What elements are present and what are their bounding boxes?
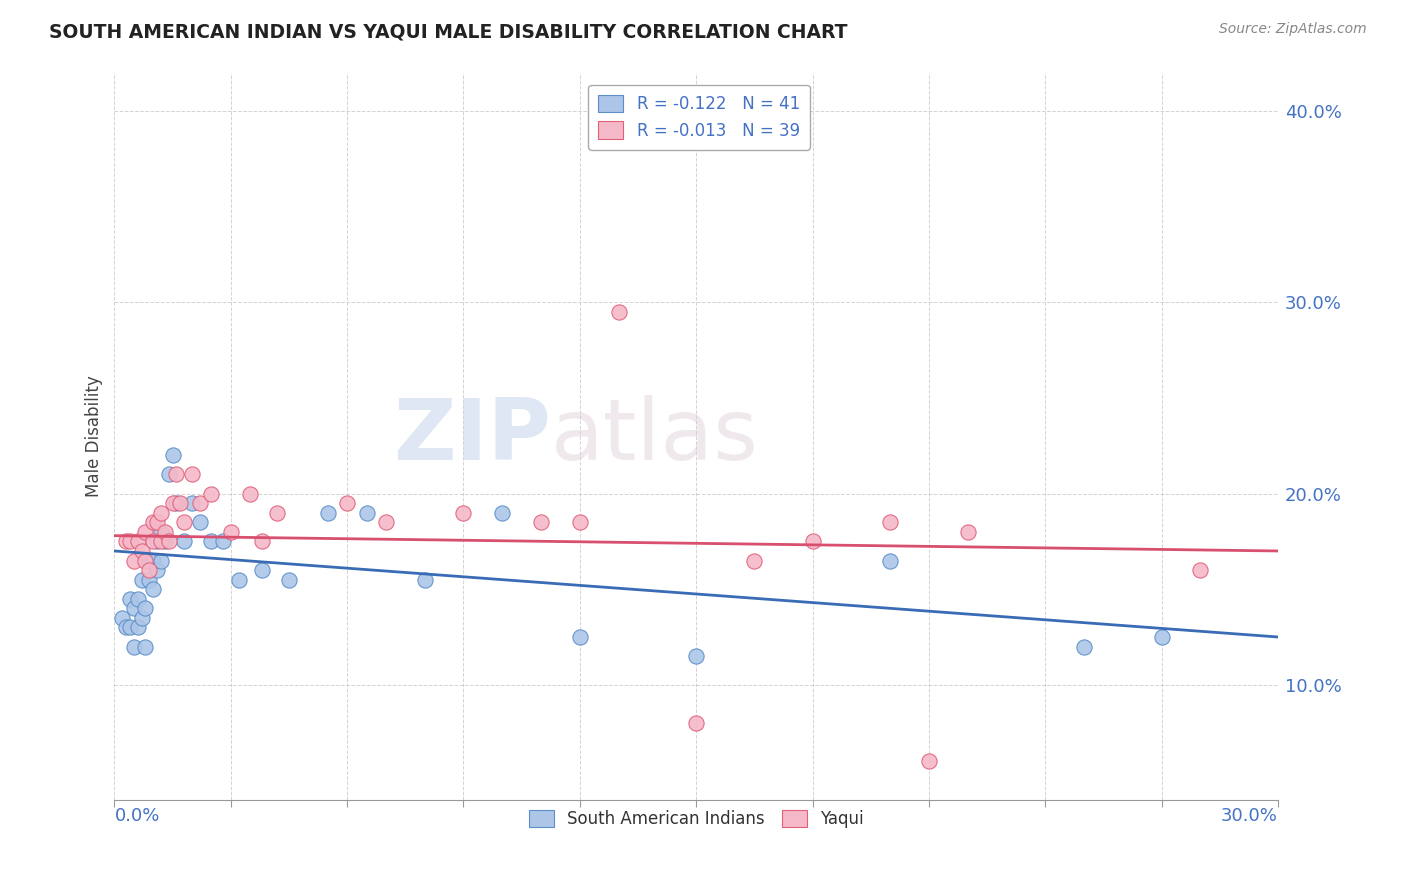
Point bbox=[146, 563, 169, 577]
Point bbox=[134, 524, 156, 539]
Y-axis label: Male Disability: Male Disability bbox=[86, 376, 103, 497]
Point bbox=[173, 516, 195, 530]
Point bbox=[250, 534, 273, 549]
Point bbox=[149, 524, 172, 539]
Point bbox=[118, 620, 141, 634]
Point bbox=[162, 449, 184, 463]
Point bbox=[142, 553, 165, 567]
Point bbox=[138, 553, 160, 567]
Point bbox=[228, 573, 250, 587]
Point bbox=[266, 506, 288, 520]
Point bbox=[374, 516, 396, 530]
Point bbox=[685, 649, 707, 664]
Point bbox=[200, 486, 222, 500]
Point bbox=[115, 620, 138, 634]
Point bbox=[131, 544, 153, 558]
Point bbox=[134, 553, 156, 567]
Point bbox=[153, 534, 176, 549]
Point bbox=[134, 640, 156, 654]
Text: 0.0%: 0.0% bbox=[114, 807, 160, 825]
Point bbox=[188, 516, 211, 530]
Point bbox=[142, 582, 165, 597]
Point bbox=[568, 516, 591, 530]
Point bbox=[169, 496, 191, 510]
Point bbox=[200, 534, 222, 549]
Point bbox=[149, 534, 172, 549]
Text: atlas: atlas bbox=[551, 395, 759, 478]
Point bbox=[744, 553, 766, 567]
Point bbox=[530, 516, 553, 530]
Point bbox=[918, 754, 941, 768]
Point bbox=[149, 553, 172, 567]
Point bbox=[146, 516, 169, 530]
Point bbox=[134, 601, 156, 615]
Point bbox=[146, 534, 169, 549]
Point bbox=[956, 524, 979, 539]
Point bbox=[1150, 630, 1173, 644]
Point bbox=[1073, 640, 1095, 654]
Point bbox=[491, 506, 513, 520]
Text: Source: ZipAtlas.com: Source: ZipAtlas.com bbox=[1219, 22, 1367, 37]
Point bbox=[181, 467, 204, 482]
Point bbox=[568, 630, 591, 644]
Point bbox=[157, 534, 180, 549]
Point bbox=[239, 486, 262, 500]
Point bbox=[115, 534, 138, 549]
Point bbox=[149, 506, 172, 520]
Point bbox=[801, 534, 824, 549]
Point bbox=[413, 573, 436, 587]
Point bbox=[122, 553, 145, 567]
Point bbox=[122, 601, 145, 615]
Point bbox=[138, 563, 160, 577]
Text: SOUTH AMERICAN INDIAN VS YAQUI MALE DISABILITY CORRELATION CHART: SOUTH AMERICAN INDIAN VS YAQUI MALE DISA… bbox=[49, 22, 848, 41]
Point bbox=[1189, 563, 1212, 577]
Point bbox=[162, 496, 184, 510]
Point bbox=[316, 506, 339, 520]
Point bbox=[157, 467, 180, 482]
Point bbox=[122, 640, 145, 654]
Point bbox=[173, 534, 195, 549]
Point bbox=[250, 563, 273, 577]
Point bbox=[127, 620, 149, 634]
Legend: South American Indians, Yaqui: South American Indians, Yaqui bbox=[522, 804, 870, 835]
Point bbox=[181, 496, 204, 510]
Point bbox=[453, 506, 475, 520]
Point bbox=[118, 534, 141, 549]
Point bbox=[212, 534, 235, 549]
Point bbox=[685, 716, 707, 731]
Point bbox=[166, 467, 188, 482]
Point bbox=[127, 534, 149, 549]
Text: 30.0%: 30.0% bbox=[1220, 807, 1278, 825]
Point bbox=[153, 524, 176, 539]
Point bbox=[118, 591, 141, 606]
Point bbox=[188, 496, 211, 510]
Point bbox=[356, 506, 378, 520]
Point bbox=[879, 516, 901, 530]
Point bbox=[166, 496, 188, 510]
Point bbox=[142, 534, 165, 549]
Point bbox=[131, 611, 153, 625]
Point bbox=[879, 553, 901, 567]
Point bbox=[111, 611, 134, 625]
Point bbox=[142, 516, 165, 530]
Point bbox=[219, 524, 242, 539]
Point bbox=[607, 305, 630, 319]
Text: ZIP: ZIP bbox=[394, 395, 551, 478]
Point bbox=[138, 573, 160, 587]
Point bbox=[131, 573, 153, 587]
Point bbox=[278, 573, 301, 587]
Point bbox=[336, 496, 359, 510]
Point bbox=[127, 591, 149, 606]
